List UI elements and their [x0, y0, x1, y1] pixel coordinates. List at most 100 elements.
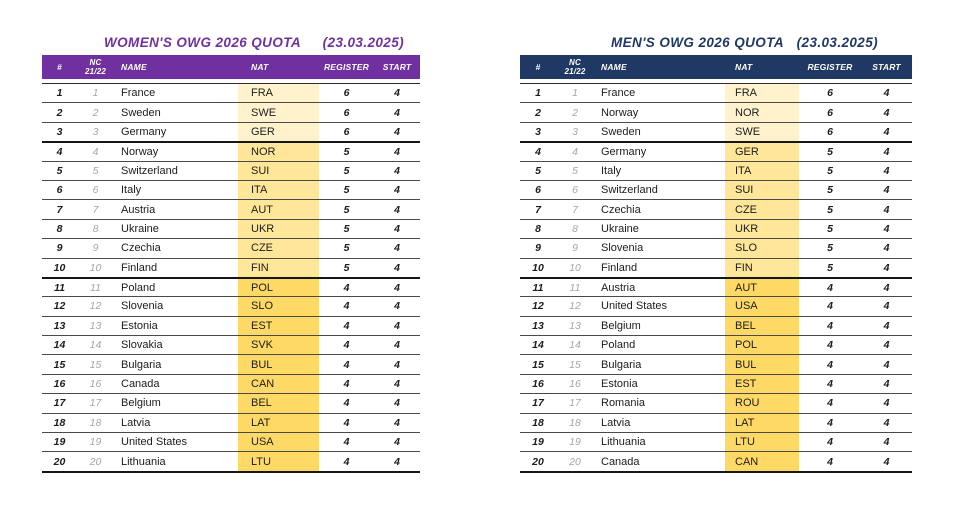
- start-cell: 4: [883, 242, 890, 255]
- start-cell: 4: [883, 319, 890, 332]
- rank-cell: 11: [54, 281, 65, 294]
- table-row: 9 9 Slovenia SLO 5 4: [520, 238, 912, 258]
- start-cell: 4: [883, 184, 890, 197]
- nc-cell: 7: [92, 203, 99, 216]
- name-cell: Canada: [121, 378, 160, 391]
- start-cell: 4: [394, 455, 400, 468]
- start-cell: 4: [883, 145, 890, 158]
- register-cell: 4: [343, 378, 350, 391]
- start-cell: 4: [394, 106, 400, 119]
- nc-cell: 16: [569, 378, 581, 391]
- name-cell: Lithuania: [121, 455, 166, 468]
- register-cell: 4: [343, 339, 350, 352]
- register-cell: 4: [343, 436, 350, 449]
- nat-cell: POL: [725, 336, 799, 355]
- rank-cell: 16: [53, 378, 66, 391]
- nat-cell: POL: [238, 278, 319, 297]
- nc-cell: 6: [92, 184, 99, 197]
- name-cell: Norway: [601, 106, 639, 119]
- start-cell: 4: [883, 261, 890, 274]
- table-row: 15 15 Bulgaria BUL 4 4: [42, 354, 420, 374]
- nat-cell: LTU: [725, 433, 799, 452]
- name-cell: Bulgaria: [121, 358, 162, 371]
- nat-cell: FIN: [238, 258, 319, 277]
- register-cell: 4: [827, 358, 833, 371]
- register-cell: 5: [343, 164, 350, 177]
- nc-cell: 11: [90, 281, 101, 294]
- name-cell: Norway: [121, 145, 159, 158]
- nc-cell: 18: [89, 416, 102, 429]
- table-row: 3 3 Sweden SWE 6 4: [520, 121, 912, 142]
- start-cell: 4: [883, 281, 890, 294]
- column-header-register: REGISTER: [807, 62, 853, 72]
- register-cell: 4: [343, 281, 350, 294]
- nat-cell: LTU: [238, 452, 319, 471]
- name-cell: Lithuania: [601, 436, 646, 449]
- nc-cell: 5: [572, 164, 578, 177]
- rank-cell: 19: [532, 436, 544, 449]
- column-header-rank: #: [57, 62, 62, 72]
- table-row: 8 8 Ukraine UKR 5 4: [42, 218, 420, 239]
- name-cell: Switzerland: [601, 184, 658, 197]
- rank-cell: 5: [56, 164, 63, 177]
- register-cell: 4: [827, 300, 833, 313]
- start-cell: 4: [394, 416, 400, 429]
- name-cell: Germany: [121, 125, 167, 138]
- start-cell: 4: [883, 455, 890, 468]
- name-cell: Slovenia: [121, 300, 164, 313]
- nat-cell: LAT: [238, 413, 319, 433]
- rank-cell: 10: [532, 261, 544, 274]
- rank-cell: 9: [56, 242, 63, 255]
- nc-cell: 20: [89, 455, 102, 468]
- table-row: 5 5 Switzerland SUI 5 4: [42, 160, 420, 180]
- table-row: 17 17 Belgium BEL 4 4: [42, 393, 420, 413]
- start-cell: 4: [394, 339, 400, 352]
- nc-cell: 17: [89, 397, 102, 410]
- start-cell: 4: [394, 242, 400, 255]
- nat-cell: GER: [238, 122, 319, 142]
- nc-cell: 5: [92, 164, 99, 177]
- nat-cell: LAT: [725, 413, 799, 433]
- nat-cell: FRA: [238, 84, 319, 103]
- name-cell: Sweden: [601, 125, 641, 138]
- womens-quota-table: WOMEN'S OWG 2026 QUOTA (23.03.2025) # NC…: [42, 33, 420, 473]
- register-cell: 6: [343, 106, 350, 119]
- table-row: 9 9 Czechia CZE 5 4: [42, 238, 420, 258]
- start-cell: 4: [394, 300, 400, 313]
- rank-cell: 2: [535, 106, 541, 119]
- start-cell: 4: [883, 436, 890, 449]
- nc-cell: 12: [569, 300, 581, 313]
- register-cell: 4: [827, 436, 833, 449]
- name-cell: Austria: [121, 203, 156, 216]
- start-cell: 4: [394, 125, 400, 138]
- column-header-nc: NC 21/22: [556, 58, 594, 76]
- name-cell: Latvia: [601, 416, 631, 429]
- start-cell: 4: [394, 184, 400, 197]
- table-row: 1 1 France FRA 6 4: [42, 83, 420, 103]
- nc-cell: 19: [569, 436, 581, 449]
- rank-cell: 18: [532, 416, 544, 429]
- table-row: 15 15 Bulgaria BUL 4 4: [520, 354, 912, 374]
- start-cell: 4: [394, 358, 400, 371]
- register-cell: 5: [827, 203, 833, 216]
- name-cell: Latvia: [121, 416, 151, 429]
- column-header-start: START: [872, 62, 901, 72]
- table-row: 3 3 Germany GER 6 4: [42, 121, 420, 142]
- register-cell: 6: [827, 125, 833, 138]
- column-header-register: REGISTER: [323, 62, 370, 72]
- table-row: 16 16 Estonia EST 4 4: [520, 373, 912, 394]
- start-cell: 4: [394, 222, 400, 235]
- start-cell: 4: [394, 436, 400, 449]
- nat-cell: BUL: [725, 355, 799, 374]
- table-row: 13 13 Estonia EST 4 4: [42, 315, 420, 336]
- register-cell: 5: [827, 145, 833, 158]
- nc-cell: 10: [569, 261, 581, 274]
- table-row: 1 1 France FRA 6 4: [520, 83, 912, 103]
- mens-quota-table: MEN'S OWG 2026 QUOTA (23.03.2025) # NC 2…: [520, 33, 912, 473]
- nc-cell: 3: [572, 125, 578, 138]
- column-header-nc-top: NC: [89, 57, 102, 67]
- register-cell: 4: [343, 397, 350, 410]
- rank-cell: 3: [535, 125, 541, 138]
- nat-cell: UKR: [725, 219, 799, 239]
- womens-table-rows: 1 1 France FRA 6 4 2 2 Sweden SWE 6 4 3 3 Germany GER 6 4…: [42, 83, 420, 473]
